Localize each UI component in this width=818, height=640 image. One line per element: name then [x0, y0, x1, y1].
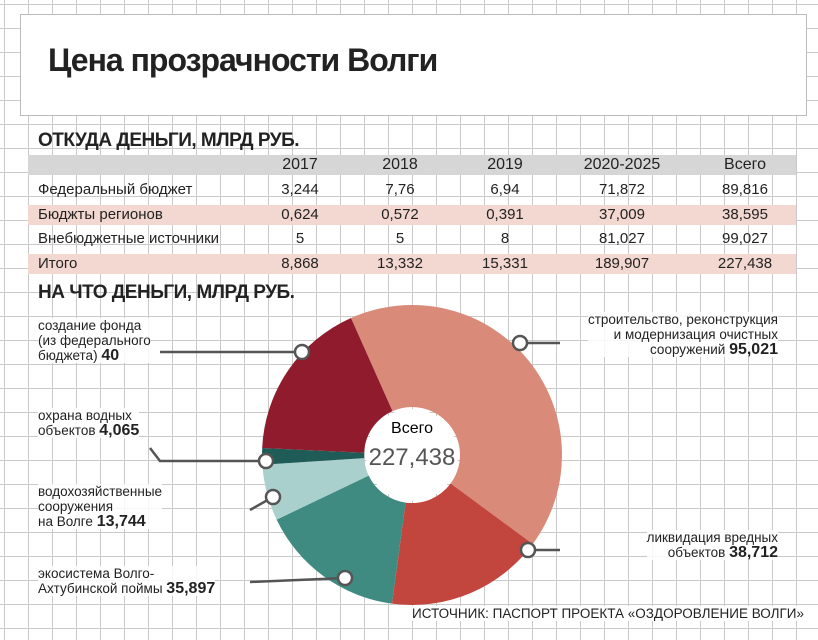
segment-value: 40 [101, 347, 120, 364]
segment-value: 13,744 [96, 513, 146, 530]
leader-dot [293, 343, 311, 361]
table-cell: 15,331 [482, 254, 528, 272]
row-band [28, 204, 796, 225]
row-band [28, 253, 796, 274]
row-label: Внебюджетные источники [38, 230, 220, 247]
segment-name: водохозяйственные сооружения на Волге [38, 484, 163, 529]
source: ИСТОЧНИК: ПАСПОРТ ПРОЕКТА «ОЗДОРОВЛЕНИЕ … [412, 606, 804, 621]
donut-segment [391, 483, 533, 605]
row-label: Бюджты регионов [38, 205, 163, 223]
table-cell: 189,907 [594, 254, 650, 272]
table-cell: 7,76 [385, 181, 415, 198]
table-cell: 8 [500, 230, 510, 247]
segment-value: 35,897 [166, 580, 216, 597]
segment-label: охрана водных объектов 4,065 [38, 408, 140, 439]
column-header: 2020-2025 [583, 156, 661, 173]
leader-dot [511, 334, 529, 352]
row-label: Итого [38, 254, 78, 272]
segment-label: строительство, реконструкция и модерниза… [587, 312, 778, 358]
table-title: ОТКУДА ДЕНЬГИ, МЛРД РУБ. [38, 130, 300, 151]
table-cell: 227,438 [717, 254, 773, 272]
column-header: Всего [724, 156, 766, 173]
segment-value: 95,021 [729, 341, 778, 358]
donut-segment [262, 458, 369, 520]
segment-value: 38,712 [729, 544, 778, 561]
segment-name: охрана водных объектов [38, 408, 132, 438]
table-cell: 99,027 [722, 230, 768, 247]
table-cell: 71,872 [599, 181, 645, 198]
segment-name: создание фонда (из федерального бюджета) [38, 318, 151, 363]
title-box [20, 14, 807, 116]
segment-label: ликвидация вредных объектов 38,712 [646, 530, 778, 561]
leader-line [249, 576, 346, 584]
table-cell: 5 [295, 230, 305, 247]
column-header: 2018 [382, 156, 418, 173]
donut-segment [262, 317, 393, 453]
donut-segment [262, 447, 365, 465]
table-cell: 37,009 [599, 205, 645, 223]
table-cell: 0,391 [486, 205, 524, 223]
segment-name: строительство, реконструкция и модерниза… [587, 312, 778, 357]
column-header: 2017 [282, 156, 318, 173]
table-cell: 0,624 [281, 205, 319, 223]
table-cell: 8,868 [281, 254, 319, 272]
segment-name: экосистема Волго- Ахтубинской поймы [38, 566, 163, 596]
table-cell: 81,027 [599, 230, 645, 247]
segment-name: ликвидация вредных объектов [646, 530, 778, 560]
row-label: Федеральный бюджет [38, 181, 193, 198]
center-label: Всего [391, 420, 433, 437]
donut-segment [350, 305, 563, 545]
leader-line [149, 447, 266, 463]
donut-segment [276, 475, 406, 604]
segment-value: 4,065 [99, 422, 140, 439]
table-cell: 3,244 [281, 181, 319, 198]
table-cell: 0,572 [381, 205, 419, 223]
table-cell: 89,816 [722, 181, 768, 198]
header-band [28, 155, 796, 175]
center-total: 227,438 [369, 444, 456, 471]
segment-label: водохозяйственные сооружения на Волге 13… [38, 484, 163, 530]
leader-dot [336, 569, 354, 587]
leader-dot [257, 452, 275, 470]
table-cell: 5 [395, 230, 405, 247]
title: Цена прозрачности Волги [48, 42, 438, 78]
segment-label: экосистема Волго- Ахтубинской поймы 35,8… [38, 566, 216, 597]
chart-title: НА ЧТО ДЕНЬГИ, МЛРД РУБ. [38, 282, 295, 303]
table-cell: 6,94 [490, 181, 520, 198]
leader-dot [264, 488, 282, 506]
table-cell: 13,332 [377, 254, 423, 272]
donut-hole [366, 409, 458, 501]
leader-dot [519, 541, 537, 559]
table-cell: 38,595 [722, 205, 768, 223]
segment-label: создание фонда (из федерального бюджета)… [38, 318, 151, 364]
column-header: 2019 [487, 156, 523, 173]
